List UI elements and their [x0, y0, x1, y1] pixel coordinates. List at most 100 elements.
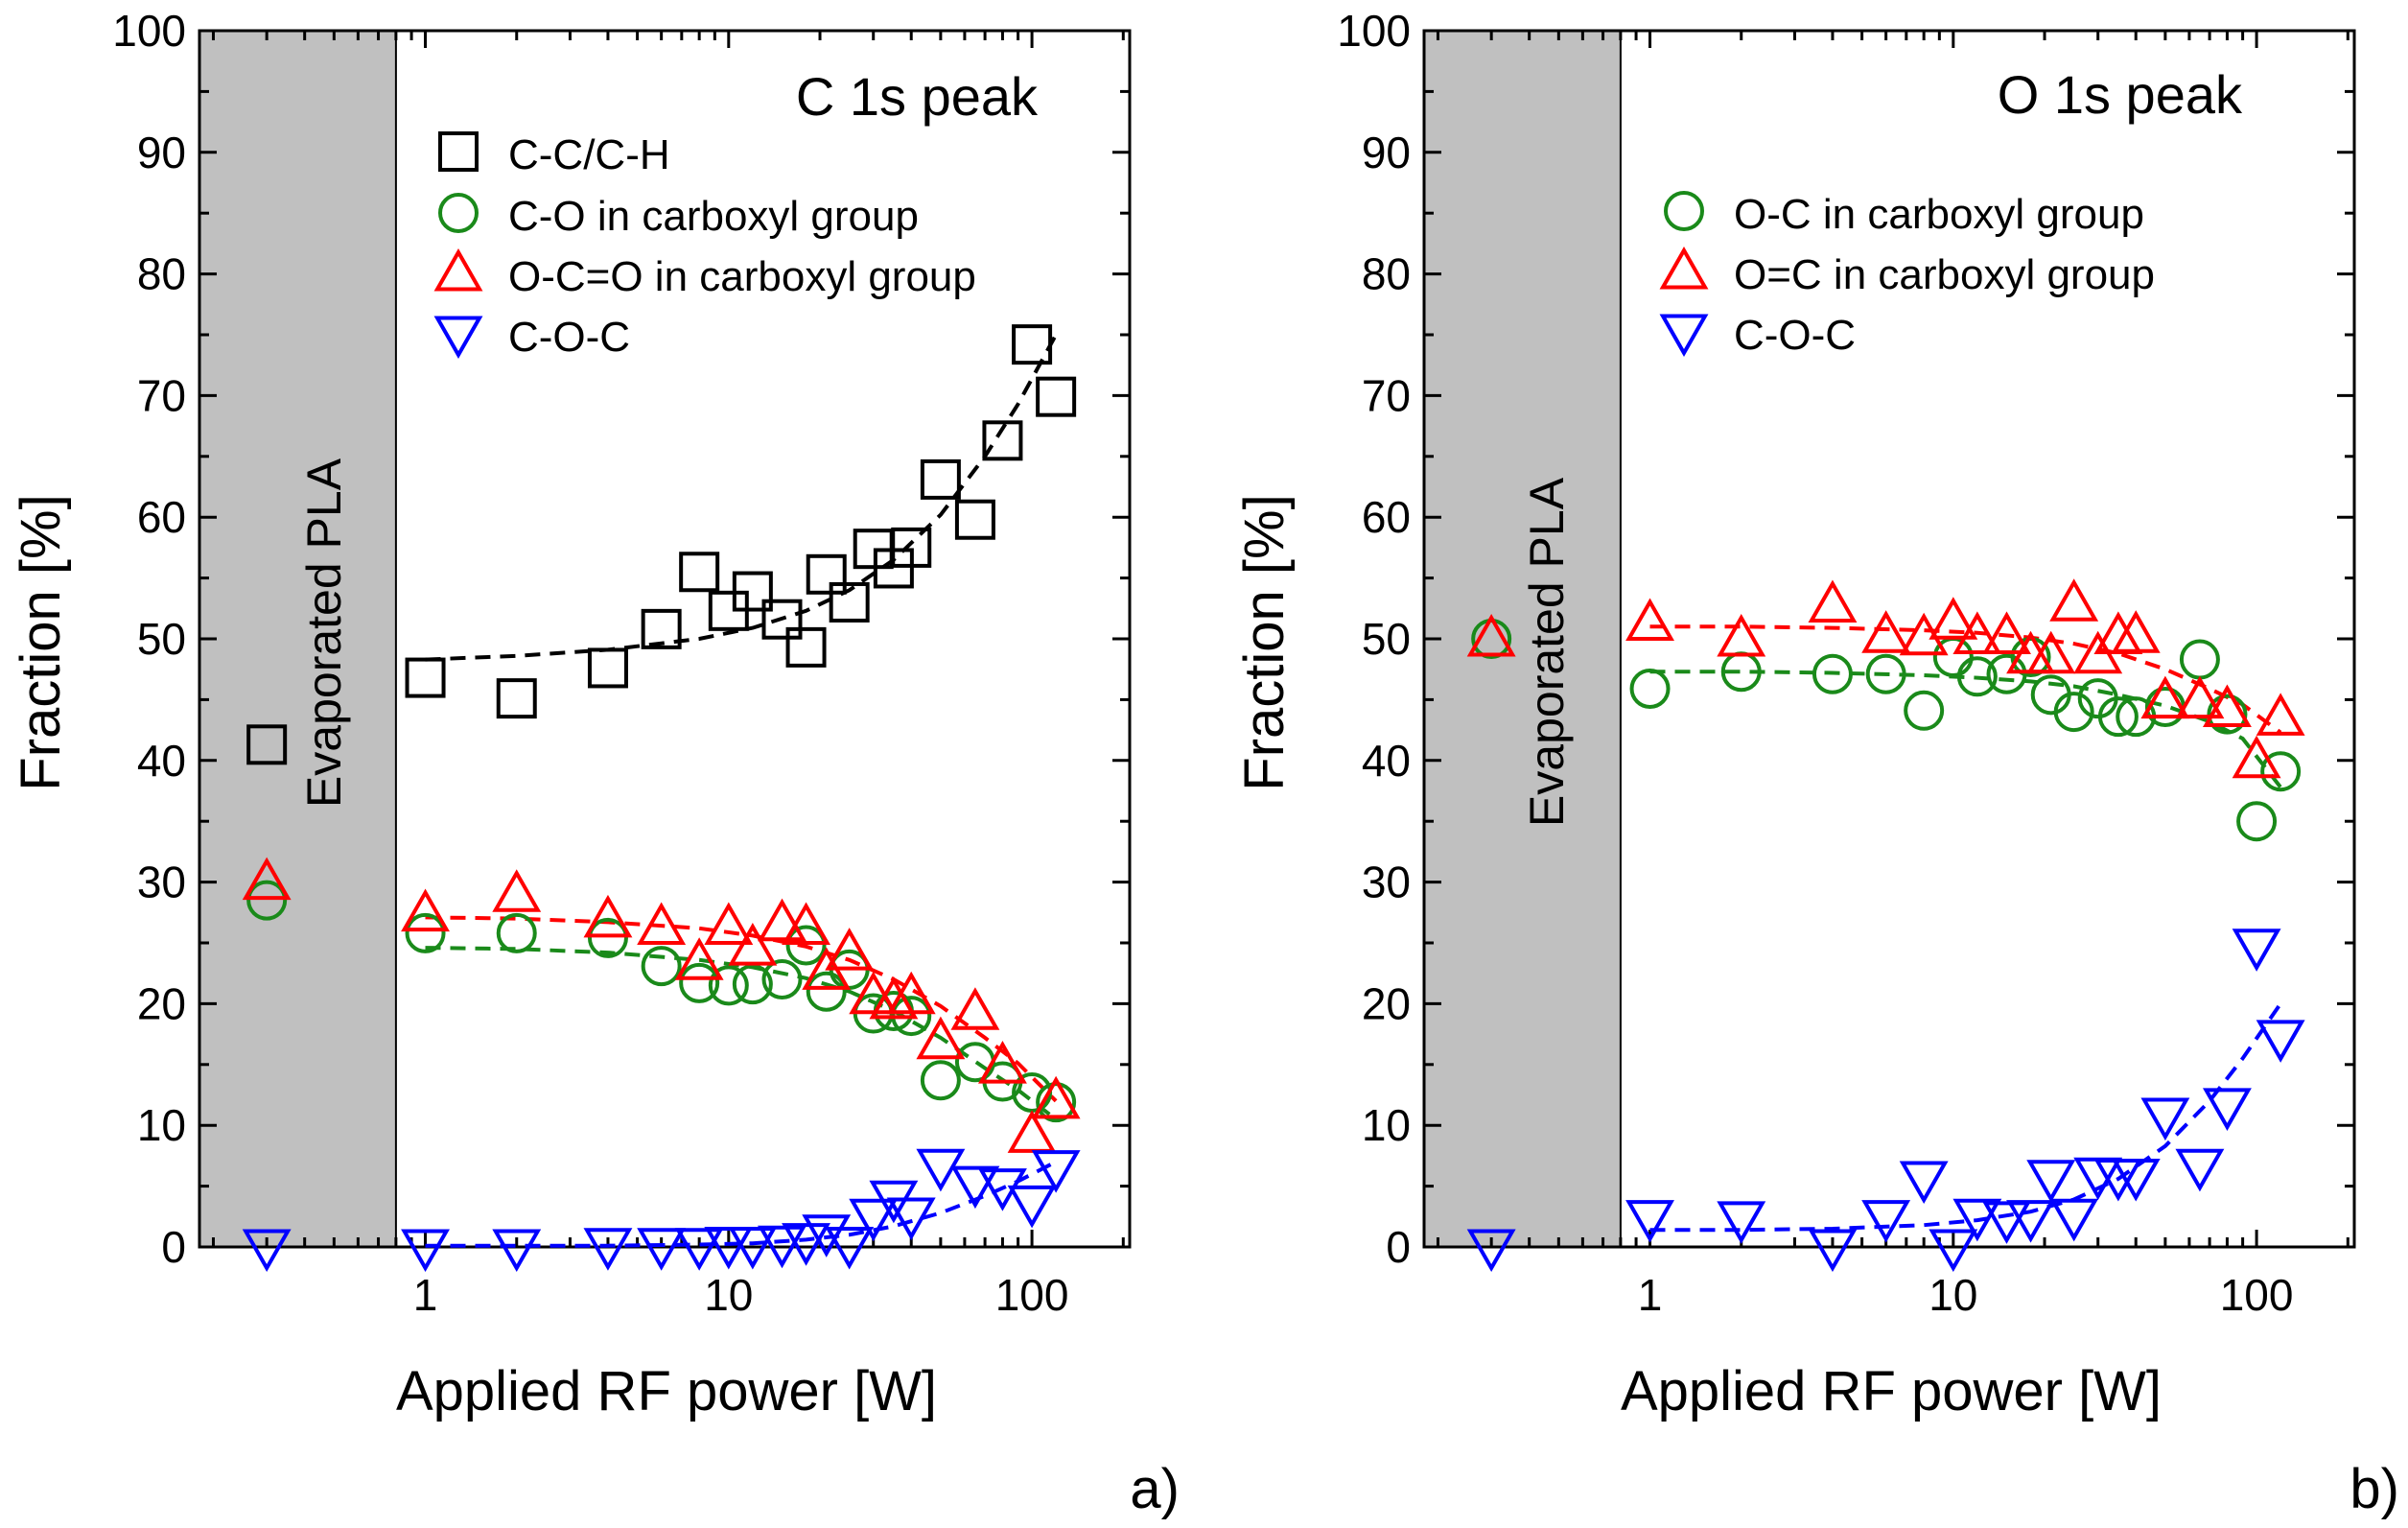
- data-point-triangle-up: [583, 894, 633, 938]
- x-tick-label: 10: [1929, 1270, 1977, 1320]
- legend-marker-triangle-up: [1659, 246, 1709, 290]
- panel-letter: b): [2350, 1458, 2399, 1520]
- panel-title: C 1s peak: [796, 66, 1039, 127]
- data-point-triangle-up: [492, 869, 542, 912]
- data-point-triangle-down: [2049, 1198, 2099, 1242]
- data-point-triangle-down: [1982, 1201, 2031, 1244]
- y-tick-label: 100: [112, 6, 186, 56]
- data-point-triangle-up: [2232, 735, 2281, 779]
- panel-title: O 1s peak: [1998, 64, 2243, 125]
- data-point-triangle-up: [2202, 684, 2252, 728]
- legend-label-c-o-c: C-O-C: [508, 314, 630, 361]
- evaporated-pla-label: Evaporated PLA: [297, 458, 351, 808]
- data-point-triangle-up: [1007, 1110, 1057, 1153]
- data-point-triangle-down: [401, 1229, 450, 1273]
- legend-label-o-dbl-c: O=C in carboxyl group: [1734, 251, 2155, 298]
- legend-marker-circle: [438, 193, 479, 233]
- fit-line-circle: [425, 946, 1058, 1121]
- data-point-triangle-up: [2256, 693, 2305, 736]
- data-point-triangle-down: [1929, 1229, 1978, 1273]
- data-point-triangle-up: [637, 902, 687, 946]
- y-tick-label: 60: [137, 492, 186, 542]
- data-point-triangle-up: [2026, 630, 2076, 674]
- data-point-circle: [1865, 653, 1906, 694]
- data-point-triangle-down: [2026, 1160, 2076, 1203]
- y-tick-label: 80: [1362, 249, 1411, 299]
- data-point-triangle-up: [950, 987, 1000, 1030]
- y-tick-label: 100: [1337, 6, 1411, 56]
- y-tick-label: 40: [1362, 736, 1411, 786]
- data-point-circle: [2236, 801, 2278, 842]
- data-point-triangle-down: [2232, 929, 2281, 972]
- data-point-triangle-down: [2175, 1148, 2225, 1192]
- fit-line-triangle-down: [425, 1160, 1058, 1248]
- y-tick-label: 90: [137, 128, 186, 177]
- data-point-triangle-down: [2202, 1088, 2252, 1131]
- data-point-triangle-down: [2140, 1097, 2190, 1141]
- data-point-triangle-up: [401, 888, 450, 932]
- data-point-circle: [2207, 693, 2248, 735]
- y-tick-label: 10: [1362, 1100, 1411, 1150]
- x-tick-label: 1: [1638, 1270, 1663, 1320]
- data-point-circle: [2010, 637, 2051, 678]
- data-point-circle: [641, 946, 682, 987]
- data-point-triangle-up: [1929, 597, 1978, 640]
- legend-label-c-o: C-O in carboxyl group: [508, 193, 919, 240]
- legend: C-C/C-H C-O in carboxyl group O-C=O in c…: [433, 131, 976, 361]
- data-point-circle: [2260, 751, 2302, 792]
- y-tick-label: 50: [1362, 614, 1411, 664]
- data-point-triangle-down: [2006, 1200, 2055, 1243]
- data-point-circle: [496, 912, 537, 953]
- data-point-triangle-down: [674, 1228, 724, 1271]
- axes: [198, 29, 1132, 1249]
- data-point-circle: [1036, 1082, 1077, 1123]
- evaporated-pla-label: Evaporated PLA: [1520, 477, 1574, 827]
- y-tick-label: 0: [1386, 1222, 1411, 1272]
- data-point-triangle-down: [1466, 1229, 1516, 1273]
- data-point-square: [587, 647, 628, 689]
- data-point-triangle-up: [1982, 611, 2031, 654]
- data-point-triangle-up: [2140, 675, 2190, 719]
- data-point-triangle-up: [2111, 610, 2161, 653]
- data-point-triangle-up: [728, 923, 778, 966]
- fit-line-circle: [1649, 670, 2282, 788]
- data-point-square: [891, 527, 932, 568]
- data-point-triangle-down: [950, 1165, 1000, 1210]
- data-point-triangle-down: [1625, 1200, 1674, 1243]
- data-point-triangle-up: [674, 937, 724, 980]
- data-point-triangle-down: [1952, 1198, 2002, 1242]
- data-point-triangle-down: [916, 1148, 966, 1192]
- x-tick-label: 100: [2220, 1270, 2294, 1320]
- data-point-square: [920, 458, 961, 500]
- data-point-triangle-down: [1899, 1161, 1949, 1205]
- data-point-square: [1036, 376, 1077, 417]
- data-point-triangle-down: [886, 1197, 936, 1241]
- data-point-circle: [2053, 692, 2094, 733]
- data-point-triangle-down: [849, 1198, 899, 1242]
- data-point-circle: [2097, 696, 2139, 738]
- data-point-triangle-down: [1717, 1201, 1766, 1244]
- data-point-triangle-up: [2175, 675, 2225, 719]
- data-point-triangle-up: [977, 1041, 1027, 1084]
- x-tick-label: 10: [704, 1270, 753, 1320]
- y-tick-label: 80: [137, 249, 186, 299]
- data-point-triangle-up: [2049, 578, 2099, 622]
- data-point-circle: [1956, 656, 1998, 697]
- data-point-triangle-down: [1861, 1200, 1911, 1243]
- y-tick-label: 0: [161, 1222, 186, 1272]
- data-point-square: [496, 678, 537, 719]
- legend-label-c-o-c: C-O-C: [1734, 312, 1856, 359]
- data-point-triangle-up: [825, 928, 875, 971]
- data-point-circle: [246, 880, 288, 921]
- panel-letter: a): [1130, 1458, 1180, 1520]
- data-point-triangle-up: [1861, 610, 1911, 653]
- data-point-triangle-down: [704, 1226, 754, 1270]
- data-point-triangle-up: [869, 976, 919, 1020]
- shaded-region: [199, 30, 397, 1248]
- data-point-square: [829, 581, 870, 623]
- data-point-square: [806, 553, 847, 595]
- legend-marker-triangle-down: [433, 316, 483, 360]
- y-tick-label: 70: [137, 370, 186, 420]
